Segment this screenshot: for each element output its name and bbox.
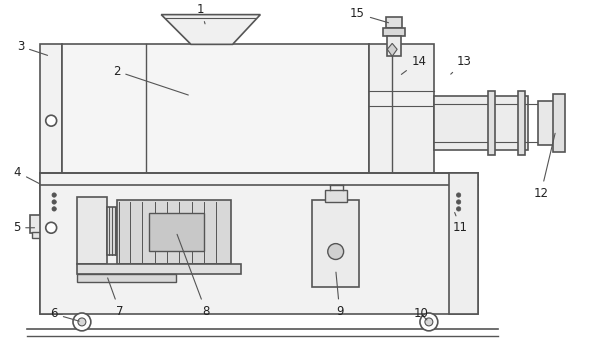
Text: 8: 8 xyxy=(177,234,209,317)
Text: 4: 4 xyxy=(14,166,40,184)
Text: 5: 5 xyxy=(13,221,35,234)
Bar xyxy=(77,274,176,282)
Polygon shape xyxy=(161,15,260,45)
Bar xyxy=(107,207,116,255)
Circle shape xyxy=(457,200,461,204)
Text: 6: 6 xyxy=(50,308,79,321)
Text: 10: 10 xyxy=(413,308,428,321)
Circle shape xyxy=(78,318,86,326)
Bar xyxy=(488,91,495,155)
Bar xyxy=(312,200,359,287)
Text: 2: 2 xyxy=(113,65,188,95)
Text: 11: 11 xyxy=(453,213,468,234)
Bar xyxy=(518,91,525,155)
Bar xyxy=(32,232,40,238)
Text: 14: 14 xyxy=(401,55,427,74)
Bar xyxy=(77,265,241,274)
Circle shape xyxy=(420,313,438,331)
Text: 13: 13 xyxy=(451,55,472,74)
Circle shape xyxy=(52,193,56,197)
Text: 7: 7 xyxy=(107,278,124,317)
Circle shape xyxy=(73,313,91,331)
Circle shape xyxy=(46,222,56,233)
Circle shape xyxy=(52,207,56,211)
Bar xyxy=(387,36,401,56)
Text: 9: 9 xyxy=(336,272,343,317)
Text: 15: 15 xyxy=(350,7,389,23)
Text: 3: 3 xyxy=(17,40,47,55)
Circle shape xyxy=(328,244,344,260)
Text: 1: 1 xyxy=(197,3,205,24)
Bar xyxy=(325,190,347,202)
Circle shape xyxy=(425,318,433,326)
Polygon shape xyxy=(387,43,397,56)
Bar xyxy=(116,200,230,265)
Bar xyxy=(149,213,204,251)
Circle shape xyxy=(46,115,56,126)
Bar xyxy=(553,94,565,153)
Bar xyxy=(62,45,370,175)
Bar xyxy=(449,173,478,314)
Bar xyxy=(40,45,62,314)
Bar xyxy=(383,28,405,36)
Text: 12: 12 xyxy=(533,133,555,200)
Bar xyxy=(434,96,528,150)
Bar xyxy=(386,17,402,28)
Bar xyxy=(31,215,42,233)
Bar xyxy=(538,101,560,145)
Circle shape xyxy=(457,207,461,211)
Circle shape xyxy=(52,200,56,204)
Bar xyxy=(77,197,107,265)
Circle shape xyxy=(457,193,461,197)
Bar xyxy=(40,173,478,314)
Bar xyxy=(370,45,434,175)
